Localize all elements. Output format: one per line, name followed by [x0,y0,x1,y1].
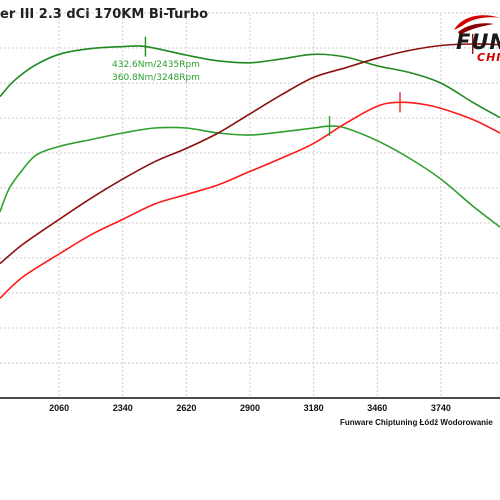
series-line-tuned_torque [0,43,500,265]
x-axis-ticks: 2060 2340 2620 2900 3180 3460 3740 [49,403,451,413]
annotations: 432.6Nm/2435Rpm 360.8Nm/3248Rpm [112,60,200,83]
x-tick-label: 2060 [49,403,69,413]
footer-credit: Funware Chiptuning Łódź Wodorowanie [340,418,493,427]
funware-logo-swoosh-icon [454,15,500,35]
series-line-stock_power [0,125,500,228]
x-tick-label: 3740 [431,403,451,413]
x-tick-label: 2620 [176,403,196,413]
peak-markers [144,33,474,137]
x-tick-label: 3180 [304,403,324,413]
series-line-stock_torque [0,101,500,299]
annotation-torque-peak: 360.8Nm/3248Rpm [112,73,200,83]
series-lines [0,43,500,299]
x-tick-label: 3460 [367,403,387,413]
logo-subtext: CHI [477,51,500,64]
x-tick-label: 2340 [113,403,133,413]
series-line-tuned_power [0,45,500,119]
annotation-power-peak: 432.6Nm/2435Rpm [112,60,200,70]
x-tick-label: 2900 [240,403,260,413]
grid [0,12,500,399]
logo-text: FUN [456,30,500,54]
chart-title: er III 2.3 dCi 170KM Bi-Turbo [0,7,209,22]
